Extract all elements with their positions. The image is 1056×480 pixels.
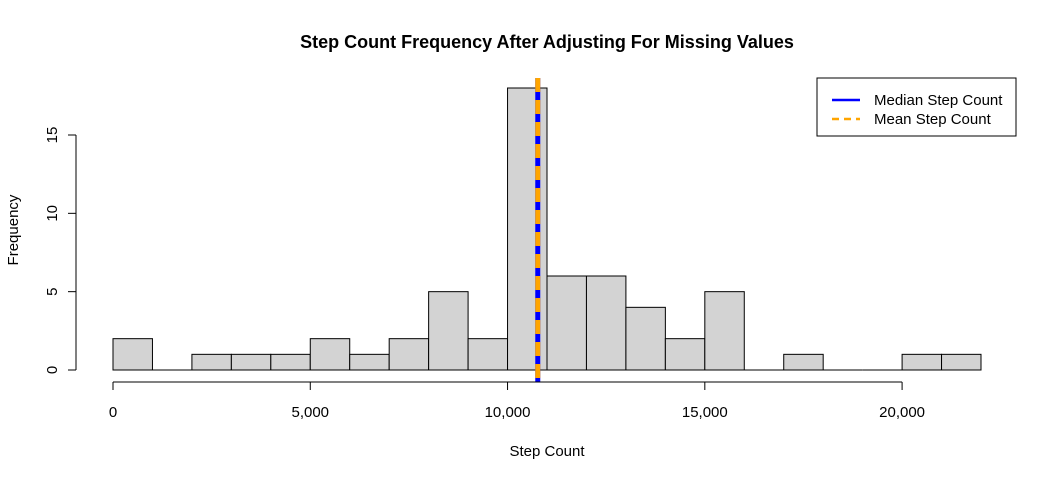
x-tick-label: 5,000 xyxy=(291,404,329,421)
y-tick-label: 0 xyxy=(44,366,61,374)
histogram-bar-13 xyxy=(625,306,666,371)
bars-group xyxy=(112,87,982,371)
histogram-bar-0 xyxy=(112,338,153,371)
histogram-bar-8 xyxy=(428,291,469,371)
x-tick-label: 10,000 xyxy=(485,404,531,421)
legend-label-0: Median Step Count xyxy=(874,92,1003,109)
legend-label-1: Mean Step Count xyxy=(874,111,992,128)
legend-box xyxy=(816,77,1017,137)
histogram-bar-4 xyxy=(270,353,311,371)
y-tick-label: 10 xyxy=(44,205,61,222)
histogram-bar-9 xyxy=(467,338,509,371)
legend: Median Step Count Mean Step Count xyxy=(816,77,1017,137)
histogram-bar-5 xyxy=(309,338,351,371)
chart-title: Step Count Frequency After Adjusting For… xyxy=(300,32,794,52)
histogram-bar-2 xyxy=(191,353,232,371)
histogram-bar-3 xyxy=(230,353,272,371)
histogram-bar-15 xyxy=(704,291,745,371)
histogram-bar-14 xyxy=(664,338,706,371)
histogram-bar-11 xyxy=(546,275,587,371)
histogram-bar-6 xyxy=(349,353,390,371)
x-axis-label: Step Count xyxy=(509,443,585,460)
histogram-bar-12 xyxy=(585,275,627,371)
y-axis-label: Frequency xyxy=(5,194,22,265)
histogram-bar-10 xyxy=(507,87,548,371)
y-tick-label: 15 xyxy=(44,127,61,144)
x-tick-label: 15,000 xyxy=(682,404,728,421)
x-axis: 0 5,000 10,000 15,000 20,000 xyxy=(109,381,925,421)
y-tick-label: 5 xyxy=(44,287,61,295)
x-tick-label: 0 xyxy=(109,404,117,421)
histogram-bar-21 xyxy=(941,353,982,371)
histogram-bar-20 xyxy=(901,353,943,371)
x-tick-label: 20,000 xyxy=(879,404,925,421)
histogram-bar-7 xyxy=(388,338,430,371)
y-axis: 0 5 10 15 xyxy=(44,127,77,374)
histogram-bar-17 xyxy=(783,353,824,371)
